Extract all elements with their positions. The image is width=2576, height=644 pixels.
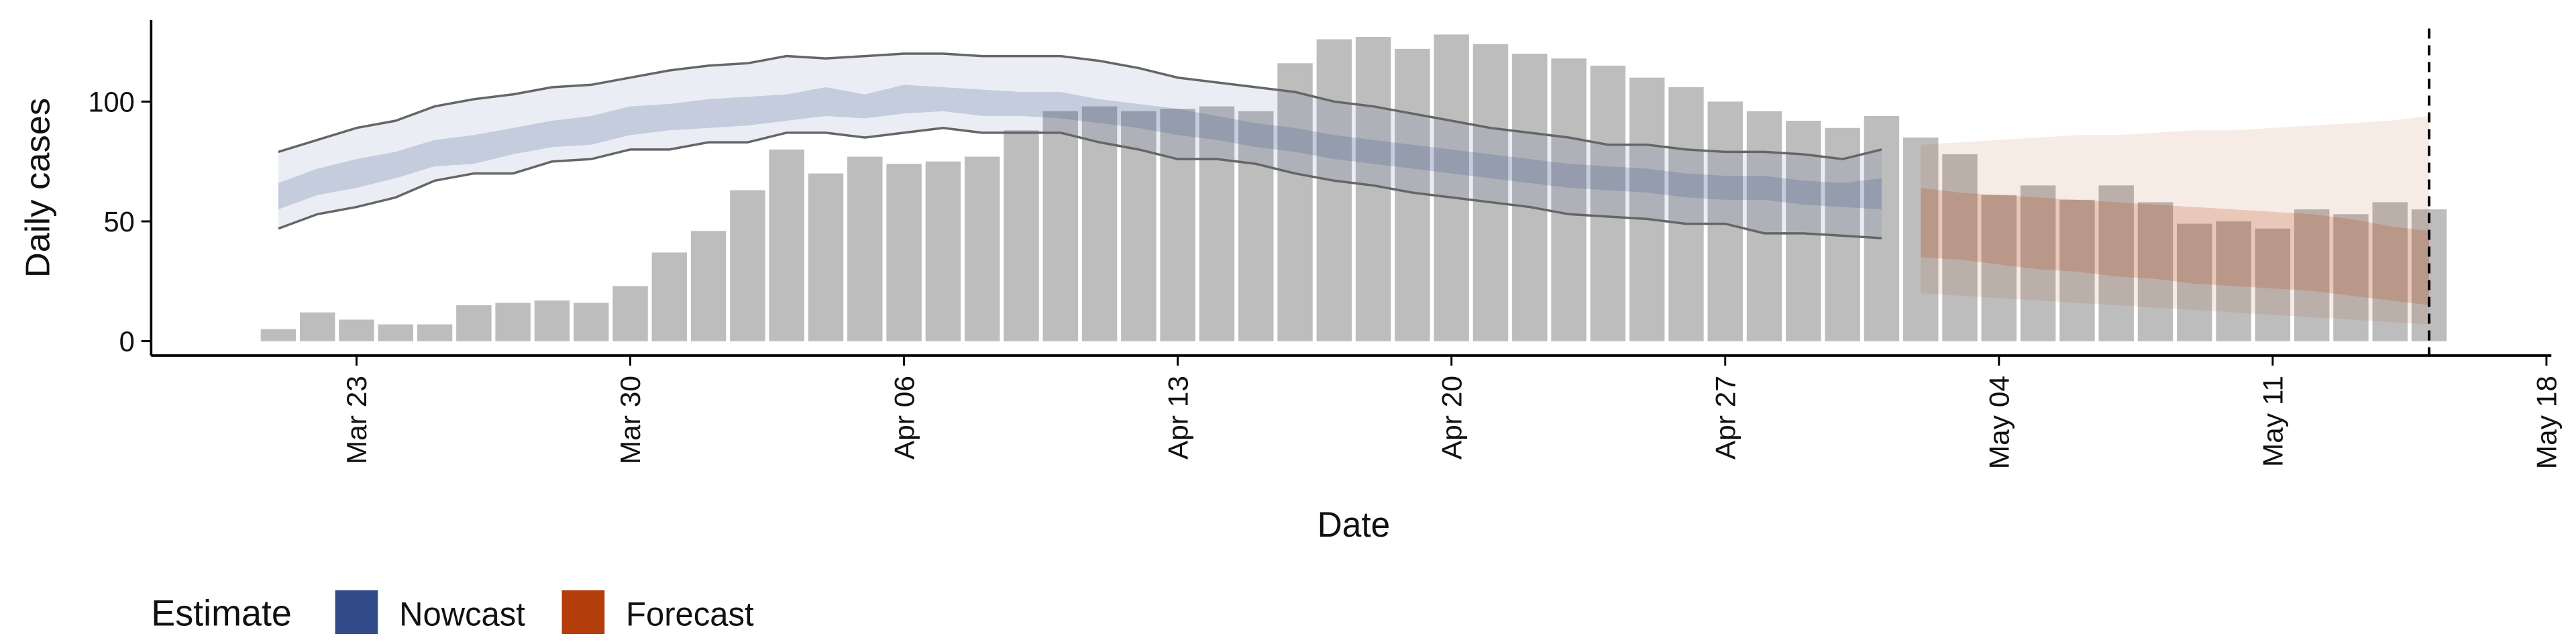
band-90 (278, 54, 1882, 238)
bar (2372, 202, 2408, 341)
x-tick-label: Apr 13 (1163, 376, 1194, 460)
bar (2255, 228, 2291, 341)
bar (847, 156, 883, 341)
band-50 (278, 85, 1882, 210)
bar (417, 324, 453, 341)
bar (769, 149, 804, 341)
y-tick-label: 0 (119, 325, 135, 357)
band-edge (278, 126, 1882, 239)
bar (2137, 202, 2174, 341)
bar (1746, 111, 1782, 341)
bar (2177, 223, 2212, 341)
bar (2333, 214, 2369, 341)
bar (260, 329, 297, 341)
bar (495, 303, 531, 341)
bar (1277, 63, 1313, 341)
x-tick-label: Apr 06 (889, 376, 920, 460)
bar (1160, 109, 1195, 341)
bar (1629, 77, 1665, 341)
bar (1316, 39, 1352, 341)
x-tick-label: Mar 30 (615, 376, 647, 464)
bar (1902, 138, 1939, 341)
bar (690, 231, 727, 341)
x-tick-label: Mar 23 (341, 376, 373, 464)
legend-swatch (561, 590, 605, 634)
bar (1472, 44, 1509, 341)
bar (612, 286, 648, 341)
bar (1004, 130, 1039, 341)
bar (2020, 185, 2056, 341)
bar (1590, 65, 1626, 341)
legend-title: Estimate (151, 592, 292, 634)
bar (925, 161, 961, 341)
y-tick-label: 50 (104, 206, 135, 237)
bar (1199, 106, 1235, 341)
bar (339, 319, 374, 341)
bar (378, 324, 413, 341)
band-edge (278, 52, 1882, 160)
bar (299, 312, 335, 341)
bar (1786, 121, 1821, 341)
bar (886, 164, 922, 341)
band-50 (1921, 188, 2430, 305)
legend-label: Forecast (626, 596, 754, 633)
x-axis-title: Date (1318, 506, 1391, 545)
bar (2216, 221, 2251, 341)
bar (534, 300, 570, 341)
bar (456, 305, 492, 341)
bar (1434, 34, 1469, 341)
legend-swatch (335, 590, 378, 634)
legend-label: Nowcast (399, 596, 525, 633)
overlay (278, 28, 2430, 356)
bar (1942, 154, 1978, 341)
x-tick-label: May 04 (1984, 376, 2015, 469)
bar (964, 156, 1000, 341)
bar (1355, 37, 1391, 341)
x-tick-label: Apr 20 (1436, 376, 1468, 460)
x-tick-label: May 11 (2257, 376, 2289, 467)
bar (2294, 209, 2330, 341)
bar (1668, 87, 1704, 341)
bar (1707, 101, 1743, 341)
bar (1042, 111, 1078, 341)
bar (808, 173, 844, 341)
bar (1512, 54, 1548, 341)
y-axis-title: Daily cases (19, 98, 57, 278)
band-90 (1921, 115, 2430, 325)
bar (2098, 185, 2134, 341)
bar (651, 252, 688, 341)
x-tick-label: Apr 27 (1710, 376, 1741, 460)
bar (1238, 111, 1274, 341)
bar (1981, 195, 2017, 341)
y-tick-label: 100 (88, 86, 134, 117)
bar (1551, 58, 1587, 341)
bar (730, 190, 765, 341)
x-tick-label: May 18 (2531, 376, 2563, 469)
bar (573, 303, 609, 341)
bar (2059, 199, 2095, 341)
